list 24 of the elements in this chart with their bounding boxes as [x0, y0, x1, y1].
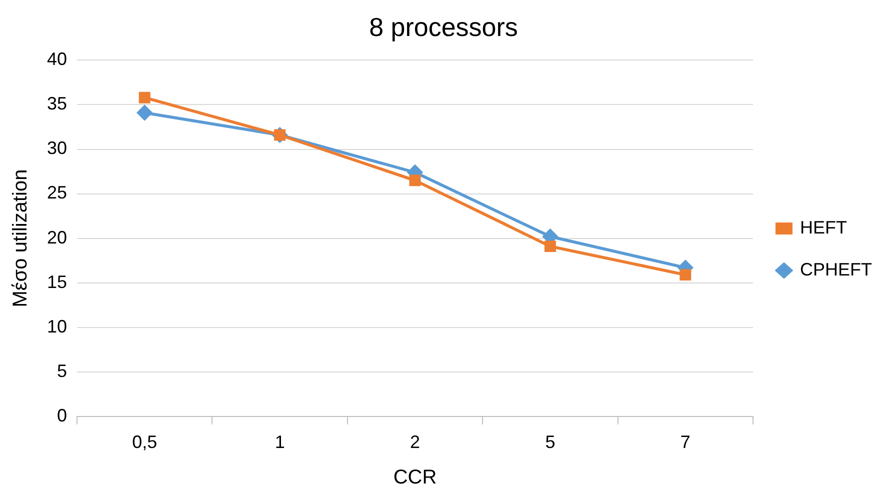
legend-label: CPHEFT: [800, 259, 872, 280]
point: [409, 174, 421, 186]
x-tick-label: 5: [545, 432, 556, 452]
x-tick-label: 1: [274, 432, 285, 452]
point: [138, 92, 150, 104]
y-tick-label: 30: [46, 138, 68, 158]
y-tick-label: 10: [46, 316, 68, 336]
y-tick-label: 20: [46, 227, 68, 248]
x-tick-label: 0,5: [132, 432, 158, 452]
y-tick-label: 40: [46, 49, 68, 70]
point: [680, 269, 692, 281]
chart-title: 8 processors: [369, 12, 518, 42]
point: [544, 240, 556, 252]
y-tick-label: 5: [57, 360, 68, 381]
y-tick-label: 0: [57, 405, 68, 426]
y-tick-label: 35: [46, 94, 68, 114]
x-tick-label: 7: [680, 432, 690, 452]
y-tick-label: 25: [46, 182, 68, 203]
legend-label: HEFT: [800, 217, 847, 238]
y-tick-label: 15: [46, 272, 68, 292]
x-tick-label: 2: [410, 432, 420, 452]
point: [137, 105, 152, 120]
x-axis-title: CCR: [393, 466, 437, 489]
y-axis-title: Μέσο utilization: [10, 169, 32, 308]
